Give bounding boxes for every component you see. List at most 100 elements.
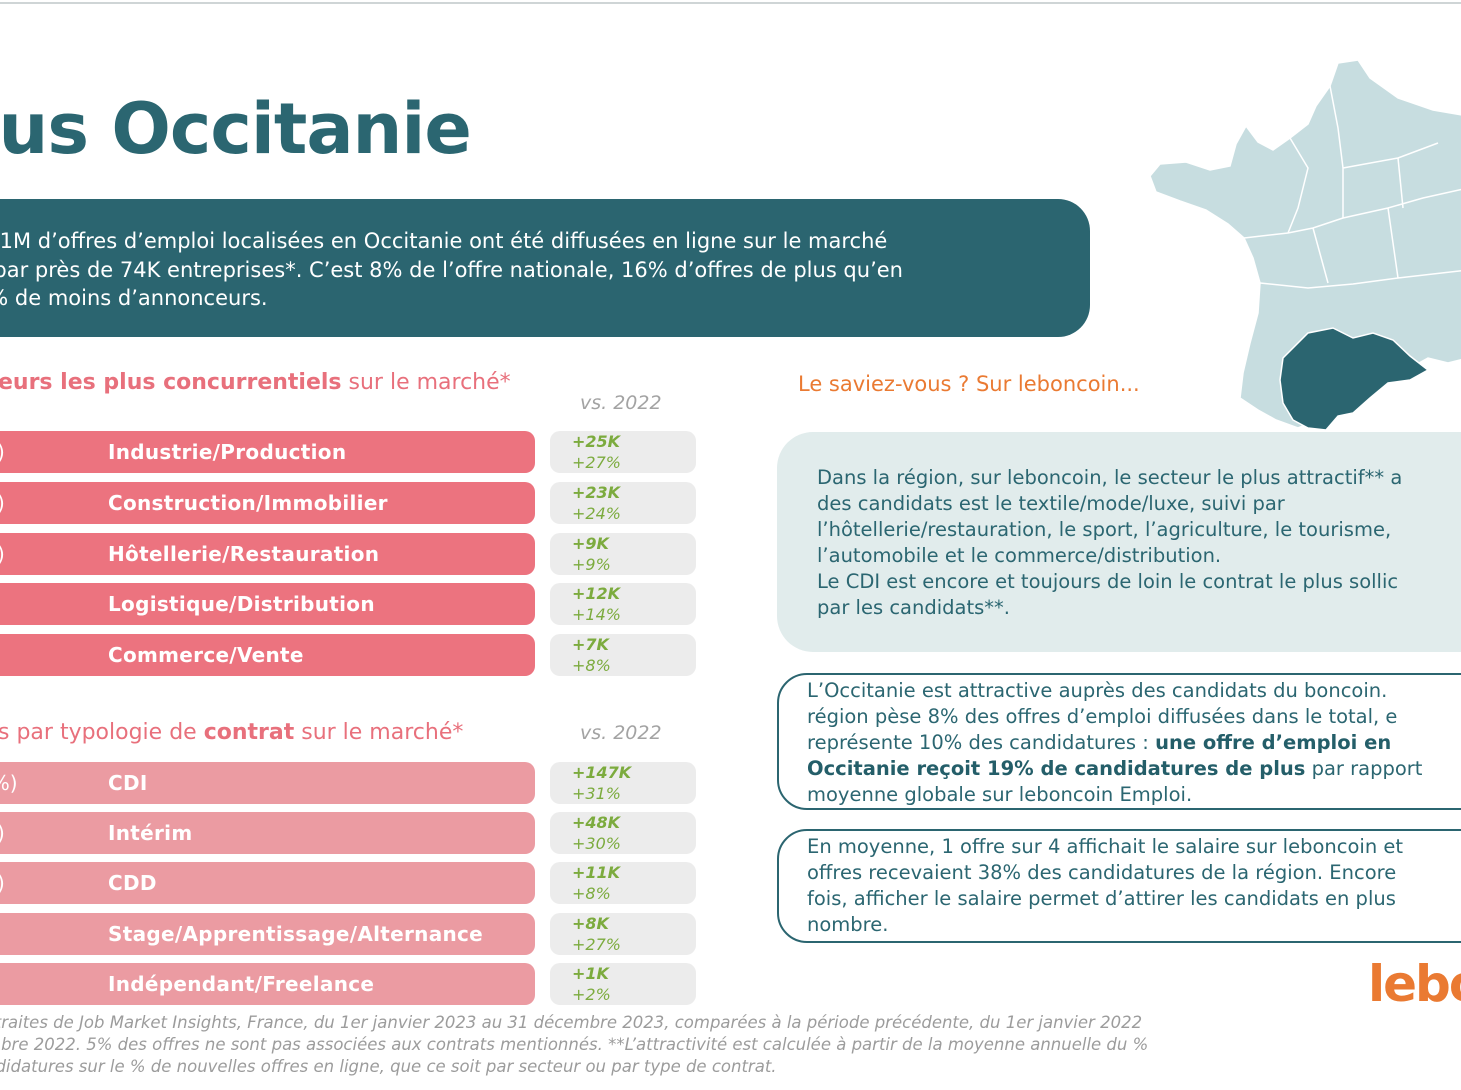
delta-absolute: +8K (572, 914, 609, 933)
box-line: l’automobile et le commerce/distribution… (817, 544, 1222, 567)
contract-pct: 7%) (0, 771, 18, 795)
insight-box-salaire: En moyenne, 1 offre sur 4 affichait le s… (777, 829, 1461, 943)
box-text: représente 10% des candidatures : (807, 731, 1156, 754)
top-divider (0, 2, 1461, 4)
delta-absolute: +7K (572, 635, 609, 654)
contracts-title-bold: contrat (203, 720, 295, 745)
contract-bar-cdd: %) CDD (0, 862, 535, 904)
sector-delta: +7K +8% (550, 634, 696, 676)
contracts-title-pre: s par typologie de (0, 720, 204, 745)
contract-bar-interim: %) Intérim (0, 812, 535, 854)
sectors-title: eurs les plus concurrentiels sur le marc… (0, 370, 511, 395)
contract-delta: +48K +30% (550, 812, 696, 854)
occitanie-region (1279, 327, 1430, 431)
leboncoin-logo: lebo (1368, 955, 1461, 1013)
contract-delta: +1K +2% (550, 963, 696, 1005)
delta-absolute: +23K (572, 483, 621, 502)
box-line: moyenne globale sur leboncoin Emploi. (807, 783, 1193, 806)
contract-bar-stage: ) Stage/Apprentissage/Alternance (0, 913, 535, 955)
delta-absolute: +11K (572, 863, 621, 882)
delta-relative: +24% (572, 504, 621, 523)
contract-label: Intérim (108, 821, 193, 845)
sector-pct: %) (0, 542, 5, 566)
sector-label: Construction/Immobilier (108, 491, 388, 515)
sector-pct: %) (0, 491, 5, 515)
contract-label: Stage/Apprentissage/Alternance (108, 922, 484, 946)
contracts-title-rest: sur le marché* (294, 720, 464, 745)
delta-relative: +9% (572, 555, 611, 574)
sector-bar-commerce: ) Commerce/Vente (0, 634, 535, 676)
contracts-vs-label: vs. 2022 (580, 722, 662, 744)
box-line: par les candidats**. (817, 596, 1010, 619)
box-line: L’Occitanie est attractive auprès des ca… (807, 679, 1388, 702)
footnote-line: xtraites de Job Market Insights, France,… (0, 1013, 1143, 1032)
contract-pct: %) (0, 871, 5, 895)
footnote-line: ndidatures sur le % de nouvelles offres … (0, 1057, 777, 1076)
delta-relative: +14% (572, 605, 621, 624)
sector-delta: +23K +24% (550, 482, 696, 524)
delta-absolute: +147K (572, 763, 632, 782)
sector-bar-industrie: %) Industrie/Production (0, 431, 535, 473)
delta-absolute: +48K (572, 813, 621, 832)
sector-delta: +25K +27% (550, 431, 696, 473)
delta-relative: +2% (572, 985, 611, 1004)
insight-box-candidatures: L’Occitanie est attractive auprès des ca… (777, 673, 1461, 810)
box-line: Le CDI est encore et toujours de loin le… (817, 570, 1399, 593)
box-line: offres recevaient 38% des candidatures d… (807, 861, 1397, 884)
box-text-bold: Occitanie reçoit 19% de candidatures de … (807, 757, 1306, 780)
delta-relative: +8% (572, 656, 611, 675)
box-line: des candidats est le textile/mode/luxe, … (817, 492, 1285, 515)
box-line: Dans la région, sur leboncoin, le secteu… (817, 466, 1403, 489)
contract-delta: +8K +27% (550, 913, 696, 955)
france-map (1149, 59, 1461, 431)
contract-label: Indépendant/Freelance (108, 972, 375, 996)
delta-relative: +27% (572, 453, 621, 472)
box-line: Occitanie reçoit 19% de candidatures de … (807, 756, 1461, 782)
box-line: l’hôtellerie/restauration, le sport, l’a… (817, 518, 1392, 541)
intro-line: e 1,1M d’offres d’emploi localisées en O… (0, 229, 888, 253)
saviez-heading: Le saviez-vous ? Sur leboncoin... (798, 372, 1140, 396)
box-text: par rapport (1305, 757, 1423, 780)
intro-line: 23 par près de 74K entreprises*. C’est 8… (0, 257, 903, 282)
delta-absolute: +12K (572, 584, 621, 603)
sector-delta: +12K +14% (550, 583, 696, 625)
footnote-line: mbre 2022. 5% des offres ne sont pas ass… (0, 1035, 1149, 1054)
sector-bar-construction: %) Construction/Immobilier (0, 482, 535, 524)
box-line: région pèse 8% des offres d’emploi diffu… (807, 705, 1398, 728)
sectors-vs-label: vs. 2022 (580, 392, 662, 414)
sector-label: Commerce/Vente (108, 643, 304, 667)
contract-label: CDD (108, 871, 157, 895)
contract-bar-cdi: 7%) CDI (0, 762, 535, 804)
sector-label: Industrie/Production (108, 440, 347, 464)
page-title: cus Occitanie (0, 88, 472, 170)
sectors-title-rest: sur le marché* (341, 370, 511, 395)
region-border (1243, 85, 1461, 289)
intro-banner: e 1,1M d’offres d’emploi localisées en O… (0, 199, 1090, 337)
contract-delta: +11K +8% (550, 862, 696, 904)
delta-relative: +8% (572, 884, 611, 903)
delta-relative: +27% (572, 935, 621, 954)
sector-delta: +9K +9% (550, 533, 696, 575)
sector-label: Hôtellerie/Restauration (108, 542, 380, 566)
delta-absolute: +25K (572, 432, 621, 451)
contracts-title: s par typologie de contrat sur le marché… (0, 720, 463, 745)
box-line: nombre. (807, 913, 889, 936)
box-text-bold: une offre d’emploi en (1155, 731, 1392, 754)
contract-delta: +147K +31% (550, 762, 696, 804)
delta-relative: +30% (572, 834, 621, 853)
sector-pct: %) (0, 440, 5, 464)
sector-bar-hotellerie: %) Hôtellerie/Restauration (0, 533, 535, 575)
sectors-title-bold: eurs les plus concurrentiels (0, 370, 342, 395)
box-line: fois, afficher le salaire permet d’attir… (807, 887, 1396, 910)
box-line: représente 10% des candidatures : une of… (807, 730, 1461, 756)
sector-label: Logistique/Distribution (108, 592, 375, 616)
delta-absolute: +9K (572, 534, 609, 553)
delta-relative: +31% (572, 784, 621, 803)
footnote: xtraites de Job Market Insights, France,… (0, 1012, 1148, 1078)
sector-bar-logistique: ) Logistique/Distribution (0, 583, 535, 625)
insight-box-attractivity: Dans la région, sur leboncoin, le secteu… (777, 432, 1461, 652)
delta-absolute: +1K (572, 964, 609, 983)
contract-label: CDI (108, 771, 148, 795)
intro-line: t 1% de moins d’annonceurs. (0, 286, 268, 310)
contract-pct: %) (0, 821, 5, 845)
